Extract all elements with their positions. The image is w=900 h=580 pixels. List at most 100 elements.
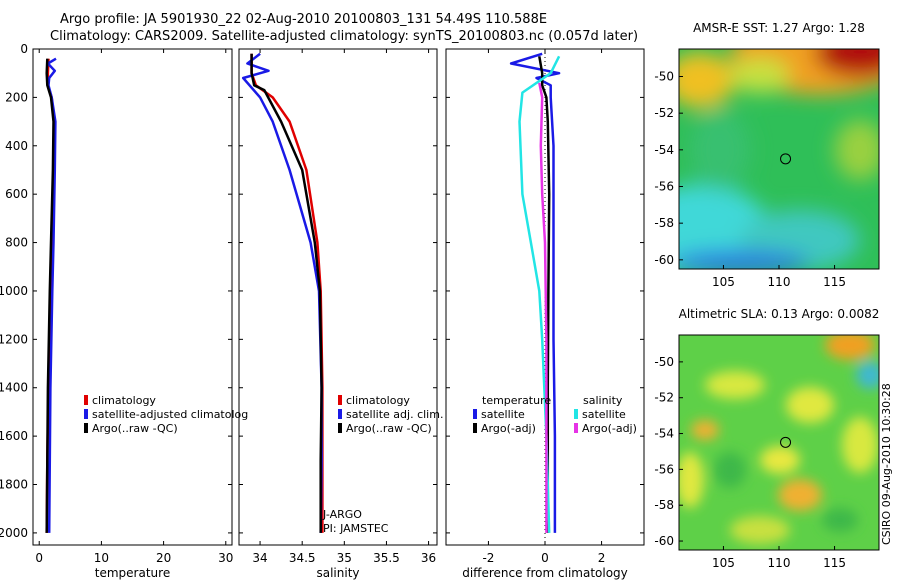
heatmap-blob <box>815 49 879 77</box>
series-line-salinity-satellite <box>518 55 561 533</box>
heatmap-blob <box>690 110 750 190</box>
temperature-profile: 0 200 400 600 800 1000 1200 1400 1600 1800 2000 0 10… <box>0 42 233 580</box>
x-tick-label: 105 <box>712 556 735 570</box>
heatmap-blob <box>679 452 704 508</box>
y-tick-label: 1400 <box>0 381 28 395</box>
x-tick-label: 105 <box>712 275 735 289</box>
legend-label: Argo(..raw -QC) <box>346 422 432 435</box>
heatmap-blob <box>760 446 800 474</box>
x-tick-label: 0 <box>541 551 549 565</box>
heatmap-blob <box>778 479 822 511</box>
y-tick-label: 200 <box>5 90 28 104</box>
legend-label: Argo(..raw -QC) <box>92 422 178 435</box>
heatmap-blob <box>835 120 879 180</box>
x-tick-label: 34.5 <box>289 551 316 565</box>
legend-swatch <box>338 409 342 419</box>
series-line-argo-raw-qc- <box>45 58 55 533</box>
heatmap-blob <box>679 250 810 269</box>
legend-swatch <box>473 409 477 419</box>
x-tick-label: 2 <box>598 551 606 565</box>
legend-label: satellite adj. clim. <box>346 408 443 421</box>
legend-title: salinity <box>583 394 623 407</box>
legend-swatch <box>338 423 342 433</box>
heatmap-blob <box>825 335 875 360</box>
y-tick-label: 600 <box>5 187 28 201</box>
legend-swatch <box>84 409 88 419</box>
y-tick-label: 1000 <box>0 284 28 298</box>
legend-label: Argo(-adj) <box>582 422 637 435</box>
legend-swatch <box>338 395 342 405</box>
y-tick-label: -56 <box>654 180 674 194</box>
legend-swatch <box>84 395 88 405</box>
argo-position-marker <box>780 436 792 448</box>
y-tick-label: 400 <box>5 139 28 153</box>
heatmap-blobs <box>679 49 879 269</box>
y-tick-label: -52 <box>654 106 674 120</box>
sst-map: -50 -52 -54 -56 -58 -60 105 110 115 AMSR-E SST: 1… <box>654 21 880 289</box>
x-tick-label: 35 <box>337 551 352 565</box>
figure-title-line2: Climatology: CARS2009. Satellite-adjuste… <box>50 29 639 44</box>
x-tick-label: 110 <box>768 275 791 289</box>
map-title: Altimetric SLA: 0.13 Argo: 0.0082 <box>679 307 880 321</box>
annotation-label: PI: JAMSTEC <box>323 522 389 535</box>
heatmap-blob <box>679 52 735 108</box>
map-title: AMSR-E SST: 1.27 Argo: 1.28 <box>693 21 865 35</box>
maps-layer: -50 -52 -54 -56 -58 -60 105 110 115 AMSR-E SST: 1… <box>654 21 880 570</box>
x-tick-label: 115 <box>823 275 846 289</box>
legend-swatch <box>473 423 477 433</box>
heatmap-blob <box>705 371 765 399</box>
y-tick-label: -54 <box>654 427 674 441</box>
x-tick-label: 35.5 <box>373 551 400 565</box>
series-line-temperature-argo-adj- <box>538 56 551 533</box>
x-tick-label: 34 <box>252 551 267 565</box>
y-tick-label: -54 <box>654 143 674 157</box>
heatmap-blob <box>856 361 879 389</box>
figure-title-line1: Argo profile: JA 5901930_22 02-Aug-2010 … <box>60 12 548 27</box>
heatmap-blob <box>691 420 719 440</box>
x-tick-label: 20 <box>156 551 171 565</box>
y-tick-label: -50 <box>654 355 674 369</box>
y-tick-label: 1200 <box>0 332 28 346</box>
legend-label: climatology <box>92 394 156 407</box>
legend-swatch <box>84 423 88 433</box>
x-tick-label: 36 <box>421 551 436 565</box>
x-axis-label: temperature <box>95 566 170 580</box>
heatmap-blob <box>730 57 790 93</box>
x-tick-label: 0 <box>35 551 43 565</box>
legend-label: climatology <box>346 394 410 407</box>
heatmap-blob <box>714 452 746 488</box>
legend-title: temperature <box>482 394 551 407</box>
plot-frame <box>238 48 438 546</box>
x-tick-label: 115 <box>823 556 846 570</box>
legend-swatch <box>574 423 578 433</box>
y-tick-label: -60 <box>654 253 674 267</box>
y-tick-label: -56 <box>654 462 674 476</box>
y-tick-label: 0 <box>20 42 28 56</box>
y-tick-label: 1600 <box>0 429 28 443</box>
series-line-climatology <box>250 53 324 533</box>
series-line-argo-raw-qc- <box>250 53 323 533</box>
y-tick-label: 1800 <box>0 478 28 492</box>
y-tick-label: -50 <box>654 70 674 84</box>
heatmap-blob <box>822 508 858 532</box>
heatmap-blob <box>730 516 790 544</box>
argo-position-marker <box>780 153 792 165</box>
x-tick-label: 10 <box>94 551 109 565</box>
annotation-label: J-ARGO <box>322 508 362 521</box>
heatmap-blob <box>842 417 878 473</box>
heatmap-blobs <box>679 335 879 544</box>
legend-label: satellite <box>481 408 525 421</box>
heatmap-field <box>679 335 879 550</box>
y-tick-label: -58 <box>654 216 674 230</box>
legend-swatch <box>574 409 578 419</box>
heatmap-blob <box>786 387 834 423</box>
series-line-temperature-satellite <box>509 52 561 533</box>
x-tick-label: -2 <box>482 551 494 565</box>
legend-difference: temperature salinitysatelliteArgo(-adj)sa… <box>473 394 637 435</box>
y-tick-label: 2000 <box>0 526 28 540</box>
